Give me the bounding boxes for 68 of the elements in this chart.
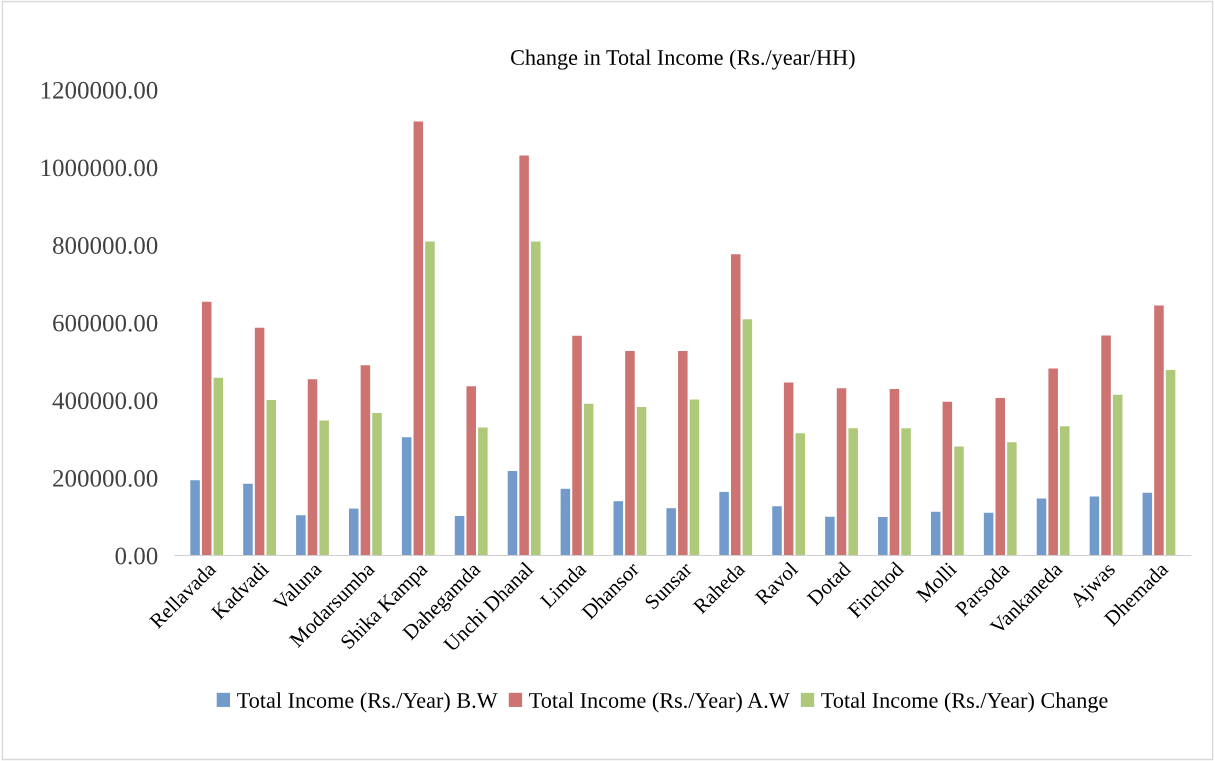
bar [1089, 496, 1100, 556]
bar [507, 470, 518, 556]
bar [1048, 368, 1058, 556]
y-tick-label: 1000000.00 [41, 159, 158, 177]
chart-title: Change in Total Income (Rs./year/HH) [511, 49, 855, 70]
y-tick-label: 800000.00 [53, 237, 158, 255]
bar [319, 420, 329, 556]
bar [243, 483, 253, 556]
bar [531, 241, 541, 556]
bar [742, 319, 753, 556]
bar [613, 501, 624, 556]
bar [296, 515, 306, 556]
legend-label: Total Income (Rs./Year) Change [821, 692, 1108, 713]
bar [1154, 305, 1164, 556]
bar [836, 388, 847, 556]
bar [1112, 394, 1123, 556]
bar [772, 506, 782, 556]
bar [730, 254, 741, 556]
bar [848, 428, 858, 556]
bar [1007, 442, 1017, 556]
bar [349, 508, 359, 556]
bar [519, 155, 529, 556]
legend-label: Total Income (Rs./Year) B.W [237, 692, 498, 713]
bar [901, 428, 911, 556]
bar [413, 121, 424, 556]
y-tick-label: 600000.00 [53, 314, 158, 332]
bar [795, 433, 806, 556]
bar [401, 437, 412, 556]
bar [466, 386, 476, 556]
bar [425, 241, 435, 556]
bar [889, 389, 900, 556]
bar [625, 351, 635, 556]
bar [254, 327, 265, 556]
bar [372, 413, 382, 556]
bar [307, 379, 318, 556]
bar [942, 401, 953, 556]
bar [825, 516, 835, 556]
bar [1060, 426, 1070, 556]
bar [930, 511, 941, 556]
bar [878, 517, 888, 556]
bar [572, 335, 582, 556]
bar [636, 406, 647, 556]
bar [266, 399, 276, 556]
bar [454, 515, 465, 556]
bar [995, 397, 1006, 556]
bar [719, 491, 729, 556]
bar [560, 488, 571, 556]
y-tick-label: 1200000.00 [41, 81, 158, 99]
bar [783, 382, 794, 556]
bar [954, 446, 964, 556]
bar [666, 508, 676, 556]
bar [1142, 492, 1153, 556]
bar [478, 427, 488, 556]
bar [689, 399, 700, 556]
bar [1036, 498, 1047, 556]
bar [1165, 370, 1176, 556]
bar [190, 480, 200, 556]
y-tick-label: 400000.00 [52, 392, 158, 410]
legend-label: Total Income (Rs./Year) A.W [529, 692, 790, 713]
bar [583, 403, 594, 556]
bar [678, 351, 688, 556]
bar [201, 301, 212, 556]
bar [360, 365, 371, 556]
bar [213, 377, 224, 556]
y-tick-label: 0.00 [115, 547, 158, 565]
y-tick-label: 200000.00 [53, 469, 158, 487]
bar [983, 512, 994, 556]
bar [1101, 335, 1111, 556]
